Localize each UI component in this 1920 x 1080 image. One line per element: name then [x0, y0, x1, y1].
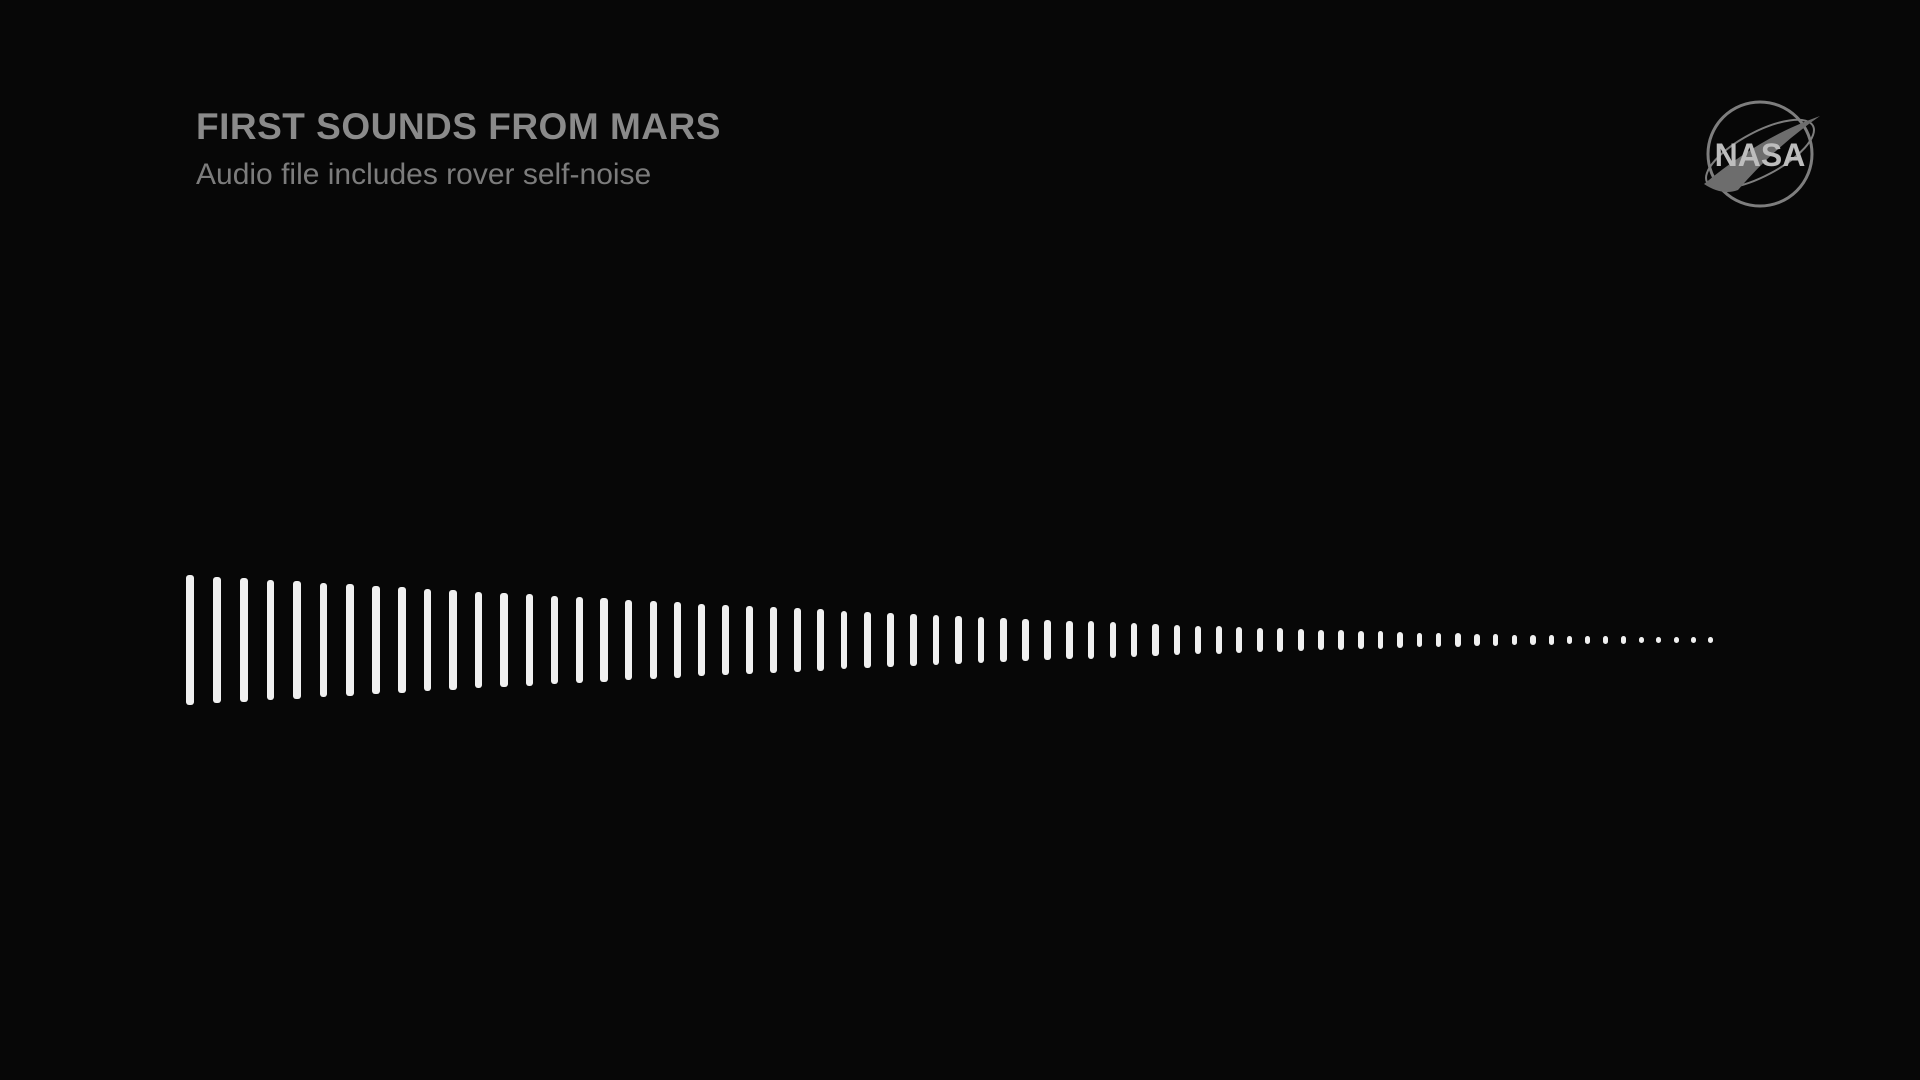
wave-bar [1691, 637, 1696, 643]
wave-bar [1298, 629, 1304, 651]
wave-bar [887, 613, 894, 668]
wave-bar [1455, 633, 1461, 646]
wave-bar [398, 587, 406, 692]
wave-bar [500, 593, 507, 687]
wave-bar [625, 600, 632, 681]
wave-bar [320, 583, 328, 697]
wave-bar [213, 577, 221, 704]
wave-bar [449, 590, 457, 690]
wave-bar [650, 601, 657, 679]
wave-bar [576, 597, 583, 683]
page-subtitle: Audio file includes rover self-noise [196, 158, 651, 192]
wave-bar [1216, 626, 1222, 653]
wave-bar [1066, 621, 1072, 660]
wave-bar [1474, 634, 1480, 646]
wave-bar [293, 581, 301, 698]
wave-bar [1088, 621, 1094, 658]
logo-text: NASA [1715, 137, 1806, 173]
wave-bar [1585, 636, 1590, 644]
wave-bar [240, 578, 248, 702]
wave-bar [1512, 635, 1517, 646]
wave-bar [372, 586, 380, 694]
wave-bar [1603, 636, 1608, 644]
wave-bar [1493, 634, 1499, 645]
wave-bar [551, 596, 558, 684]
wave-bar [1110, 622, 1116, 657]
stage: FIRST SOUNDS FROM MARS Audio file includ… [0, 0, 1920, 1080]
wave-bar [794, 608, 801, 671]
wave-bar [1022, 619, 1029, 662]
wave-bar [1152, 624, 1158, 656]
wave-bar [1417, 633, 1423, 648]
wave-bar [267, 580, 275, 700]
wave-bar [1236, 627, 1242, 653]
wave-bar [186, 575, 194, 705]
wave-bar [1436, 633, 1442, 647]
wave-bar [1549, 635, 1554, 644]
wave-bar [910, 614, 917, 666]
wave-bar [1674, 637, 1679, 643]
wave-bar [346, 584, 354, 695]
wave-bar [933, 615, 940, 665]
wave-bar [1397, 632, 1403, 648]
wave-bar [1277, 628, 1283, 651]
wave-bar [1318, 630, 1324, 651]
wave-bar [864, 612, 871, 669]
wave-bar [1358, 631, 1364, 649]
nasa-logo-icon: NASA [1692, 98, 1828, 210]
wave-bar [1708, 637, 1713, 643]
wave-bar [674, 602, 681, 677]
wave-bar [1044, 620, 1050, 661]
page-title: FIRST SOUNDS FROM MARS [196, 106, 721, 148]
wave-bar [1639, 637, 1644, 644]
wave-bar [424, 589, 432, 691]
wave-bar [1257, 628, 1263, 653]
wave-bar [1378, 631, 1384, 648]
audio-waveform [186, 575, 1734, 705]
wave-bar [1000, 618, 1007, 662]
wave-bar [600, 598, 607, 681]
wave-bar [1338, 630, 1344, 649]
wave-bar [817, 609, 824, 670]
wave-bar [955, 616, 962, 664]
wave-bar [746, 606, 753, 674]
wave-bar [698, 604, 705, 677]
wave-bar [770, 607, 777, 673]
wave-bar [978, 617, 985, 663]
wave-bar [1195, 626, 1201, 655]
wave-bar [1656, 637, 1661, 643]
wave-bar [1567, 636, 1572, 645]
wave-bar [475, 592, 483, 689]
wave-bar [1621, 636, 1626, 643]
wave-bar [841, 611, 848, 670]
wave-bar [1131, 623, 1137, 657]
wave-bar [1174, 625, 1180, 655]
wave-bar [526, 594, 533, 685]
wave-bar [1530, 635, 1535, 645]
wave-bar [722, 605, 729, 676]
